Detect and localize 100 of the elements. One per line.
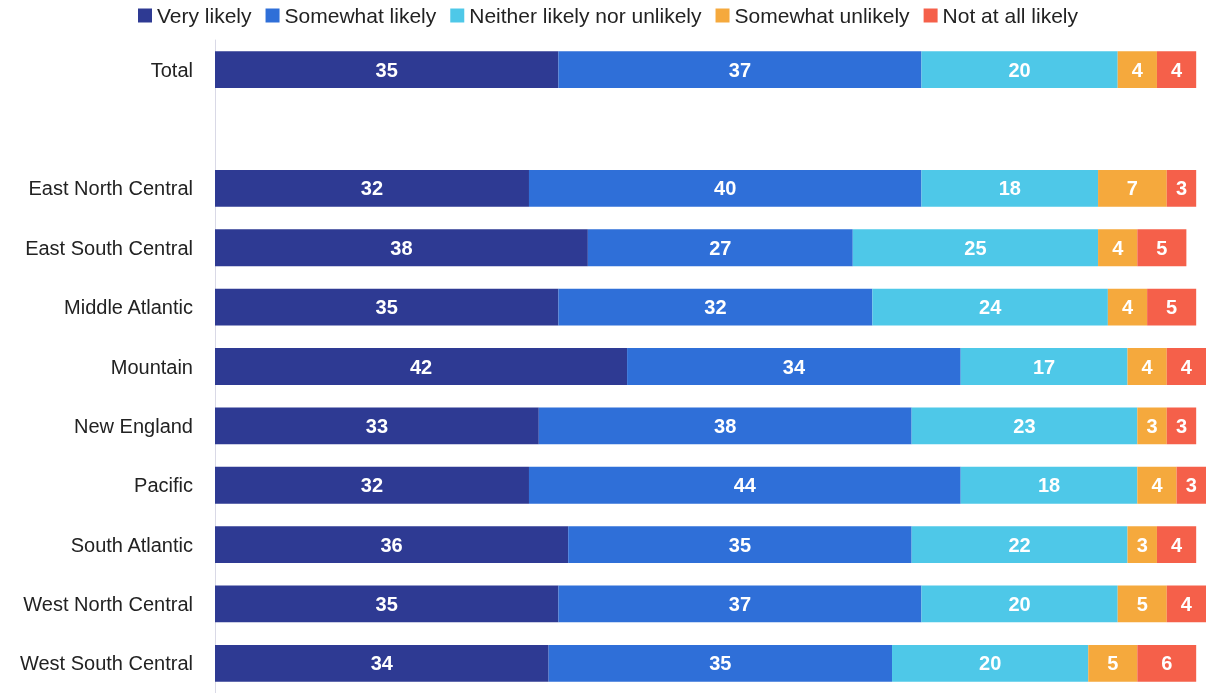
- bar: [215, 288, 559, 326]
- bar: [215, 51, 559, 89]
- data-label: 40: [714, 177, 737, 200]
- data-label: 3: [1185, 474, 1197, 497]
- data-label: 32: [360, 177, 384, 200]
- data-label: 3: [1175, 414, 1188, 437]
- bar: [1137, 229, 1187, 267]
- bar: [587, 229, 853, 267]
- legend-label: Very likely: [157, 4, 253, 27]
- data-label: 35: [375, 592, 398, 615]
- bar: [1156, 526, 1197, 563]
- bar: [215, 229, 588, 267]
- data-label: 38: [714, 414, 737, 437]
- data-label: 42: [409, 355, 433, 378]
- data-label: 3: [1136, 533, 1148, 556]
- y-tick-label: South Atlantic: [70, 533, 193, 556]
- data-label: 35: [709, 652, 732, 675]
- bar: [921, 170, 1099, 207]
- bar: [215, 526, 569, 563]
- bar: [892, 644, 1089, 682]
- data-label: 20: [979, 652, 1002, 675]
- data-label: 4: [1112, 236, 1125, 259]
- bar: [1117, 585, 1167, 623]
- bar: [215, 466, 529, 504]
- data-label: 4: [1171, 58, 1183, 81]
- y-tick-label: Total: [150, 58, 193, 81]
- data-label: 4: [1131, 58, 1144, 81]
- data-label: 24: [979, 296, 1003, 319]
- data-label: 5: [1166, 296, 1178, 319]
- data-label: 17: [1032, 355, 1056, 378]
- bar: [1098, 229, 1138, 267]
- bar: [1088, 644, 1138, 682]
- y-tick-label: Middle Atlantic: [64, 296, 193, 319]
- bar: [1166, 585, 1206, 623]
- data-label: 44: [733, 474, 757, 497]
- data-label: 7: [1126, 177, 1138, 200]
- bar: [528, 466, 961, 504]
- data-label: 20: [1008, 58, 1031, 81]
- bar: [558, 288, 873, 326]
- y-tick-label: West North Central: [23, 592, 193, 615]
- bar: [1147, 288, 1197, 326]
- legend-label: Somewhat likely: [284, 4, 437, 27]
- y-tick-label: Mountain: [110, 355, 193, 378]
- bar: [960, 466, 1138, 504]
- bar: [1098, 170, 1167, 207]
- data-label: 37: [728, 592, 752, 615]
- data-label: 4: [1171, 533, 1183, 556]
- bar: [568, 526, 912, 563]
- data-label: 35: [375, 58, 398, 81]
- data-label: 18: [1037, 474, 1061, 497]
- data-label: 4: [1151, 474, 1164, 497]
- y-tick-label: New England: [74, 414, 193, 437]
- data-label: 35: [375, 296, 398, 319]
- bar: [538, 407, 912, 445]
- data-label: 6: [1161, 652, 1173, 675]
- legend-label: Somewhat unlikely: [734, 4, 911, 27]
- bar: [215, 644, 549, 682]
- data-label: 34: [370, 652, 394, 675]
- bar: [1137, 644, 1197, 682]
- y-tick-label: East North Central: [28, 177, 193, 200]
- data-label: 35: [728, 533, 752, 556]
- bar: [215, 170, 529, 207]
- data-label: 37: [728, 58, 752, 81]
- bar: [548, 644, 893, 682]
- bar: [558, 585, 922, 623]
- bar: [215, 348, 628, 385]
- data-label: 23: [1013, 414, 1036, 437]
- bar: [1137, 407, 1167, 445]
- data-label: 4: [1180, 355, 1193, 378]
- data-label: 5: [1107, 652, 1119, 675]
- data-label: 38: [390, 236, 413, 259]
- bar: [528, 170, 922, 207]
- y-tick-label: Pacific: [134, 474, 193, 497]
- y-tick-label: West South Central: [19, 652, 193, 675]
- data-label: 25: [964, 236, 987, 259]
- legend-label: Not at all likely: [942, 4, 1079, 27]
- data-label: 4: [1121, 296, 1134, 319]
- bar: [1137, 466, 1177, 504]
- data-label: 22: [1008, 533, 1031, 556]
- bar: [1117, 51, 1157, 89]
- data-label: 32: [360, 474, 384, 497]
- legend-label: Neither likely nor unlikely: [469, 4, 703, 27]
- bar: [1166, 348, 1206, 385]
- bar: [911, 407, 1138, 445]
- data-label: 5: [1156, 236, 1168, 259]
- bar: [215, 407, 539, 445]
- bar: [852, 229, 1099, 267]
- bar: [921, 51, 1118, 89]
- bar: [911, 526, 1128, 563]
- data-label: 32: [704, 296, 727, 319]
- bar: [872, 288, 1108, 326]
- data-label: 4: [1141, 355, 1154, 378]
- bar: [960, 348, 1128, 385]
- data-label: 5: [1136, 592, 1148, 615]
- bar: [558, 51, 922, 89]
- data-label: 36: [380, 533, 403, 556]
- data-label: 3: [1175, 177, 1188, 200]
- y-tick-label: East South Central: [25, 236, 193, 259]
- bar: [1107, 288, 1148, 326]
- data-label: 20: [1008, 592, 1031, 615]
